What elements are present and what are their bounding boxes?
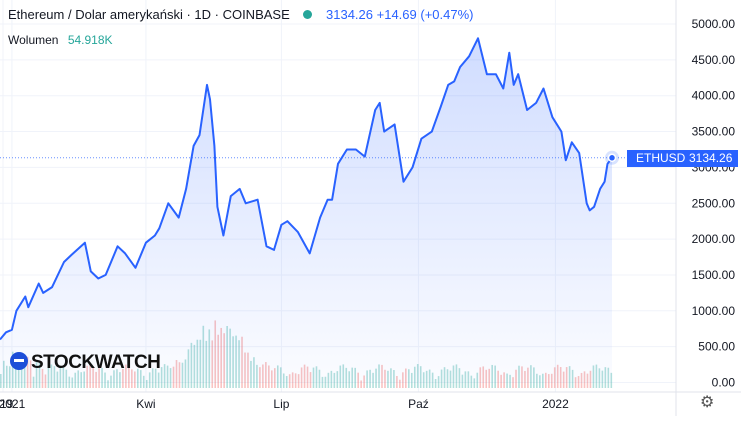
y-tick-label: 2000.00 bbox=[692, 232, 736, 246]
price-tag-value: 3134.26 bbox=[689, 151, 733, 165]
last-price: 3134.26 bbox=[326, 7, 373, 22]
volume-bar bbox=[434, 379, 437, 388]
volume-bar bbox=[360, 380, 362, 388]
y-tick-label: 4500.00 bbox=[692, 53, 736, 67]
price-change: +14.69 bbox=[376, 7, 417, 22]
volume-bar bbox=[145, 379, 148, 388]
y-tick-label: 3500.00 bbox=[692, 125, 736, 139]
y-tick-label: 1500.00 bbox=[692, 268, 736, 282]
x-tick-label: 2021 bbox=[0, 397, 26, 411]
x-tick-label: 2022 bbox=[542, 397, 569, 411]
volume-bar bbox=[107, 380, 109, 388]
volume-legend: Wolumen 54.918K bbox=[8, 33, 113, 47]
volume-bar bbox=[512, 377, 514, 388]
y-tick-label: 1000.00 bbox=[692, 304, 736, 318]
volume-bar bbox=[399, 379, 401, 388]
volume-value: 54.918K bbox=[67, 33, 113, 47]
price-line bbox=[0, 37, 613, 341]
last-price-marker bbox=[607, 153, 617, 163]
stockwatch-logo: STOCKWATCH bbox=[10, 352, 161, 374]
x-tick-label: Kwi bbox=[136, 397, 155, 411]
y-tick-label: 4000.00 bbox=[692, 89, 736, 103]
y-tick-label: 2500.00 bbox=[692, 196, 736, 210]
volume-bar bbox=[473, 378, 476, 388]
stockwatch-logo-icon bbox=[10, 352, 28, 370]
volume-bar bbox=[574, 377, 577, 388]
settings-gear-icon[interactable]: ⚙ bbox=[700, 394, 715, 411]
x-tick-label: Paź bbox=[408, 397, 429, 411]
symbol-title[interactable]: Ethereum / Dolar amerykański · 1D · COIN… bbox=[8, 7, 290, 22]
stockwatch-logo-text: STOCKWATCH bbox=[31, 352, 161, 373]
chart-legend: Ethereum / Dolar amerykański · 1D · COIN… bbox=[8, 7, 474, 22]
volume-label[interactable]: Wolumen bbox=[8, 33, 59, 47]
y-tick-label: 0.00 bbox=[712, 376, 736, 390]
market-status-dot-icon bbox=[303, 10, 313, 20]
x-tick-label: 19 bbox=[0, 397, 14, 411]
x-tick-label: Lip bbox=[273, 397, 289, 411]
volume-bar bbox=[71, 377, 74, 388]
last-price-tag: ETHUSD 3134.26 bbox=[627, 150, 738, 167]
y-tick-label: 500.00 bbox=[698, 340, 735, 354]
y-tick-label: 5000.00 bbox=[692, 17, 736, 31]
price-area-fill bbox=[0, 38, 612, 383]
price-change-pct: (+0.47%) bbox=[420, 7, 474, 22]
price-tag-symbol: ETHUSD bbox=[636, 151, 686, 165]
